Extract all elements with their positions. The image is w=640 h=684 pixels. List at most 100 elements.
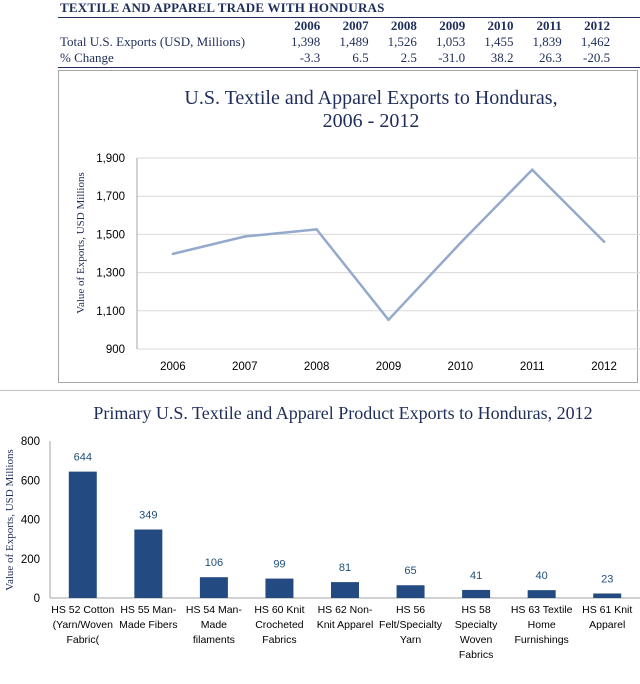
line-chart-point bbox=[243, 235, 247, 238]
line-chart-y-axis-label: Value of Exports, USD Millions bbox=[75, 172, 87, 313]
table-header-row: 2006 2007 2008 2009 2010 2011 2012 bbox=[60, 18, 610, 34]
bar bbox=[593, 593, 622, 598]
table-cell: 1,398 bbox=[291, 34, 321, 49]
table-top-rule bbox=[58, 17, 640, 18]
table-cell: 1,489 bbox=[339, 34, 369, 49]
bar-chart-y-tick-label: 800 bbox=[21, 436, 40, 448]
line-chart-series-line bbox=[172, 168, 605, 322]
bar-data-label: 23 bbox=[601, 573, 613, 585]
year-header: 2007 bbox=[342, 18, 369, 33]
table-cell: 1,462 bbox=[580, 34, 611, 49]
bar-category-label: HS 62 Non- Knit Apparel bbox=[317, 604, 374, 631]
bar bbox=[68, 471, 97, 598]
bar-category-label: HS 52 Cotton (Yarn/Woven Fabric( bbox=[51, 604, 114, 646]
year-header: 2009 bbox=[439, 18, 466, 33]
table-cell: 2.5 bbox=[400, 50, 417, 65]
bar-category-label-line: (Yarn/Woven bbox=[53, 619, 113, 631]
trade-table: 2006 2007 2008 2009 2010 2011 2012 Total… bbox=[60, 18, 610, 66]
bar-category-label: HS 63 Textile Home Furnishings bbox=[511, 604, 573, 646]
row-label: % Change bbox=[60, 50, 114, 65]
bar-category-label-line: Made bbox=[201, 619, 227, 631]
bar-category-label: HS 54 Man- Made filaments bbox=[186, 604, 243, 646]
line-chart-x-tick-label: 2011 bbox=[520, 361, 545, 373]
year-header: 2008 bbox=[390, 18, 417, 33]
line-chart-point bbox=[387, 318, 390, 322]
bar-data-label: 65 bbox=[404, 565, 416, 577]
bar-category-label-line: HS 62 Non- bbox=[318, 604, 373, 616]
bar-chart-y-tick-label: 600 bbox=[21, 475, 40, 487]
line-chart-point bbox=[530, 168, 534, 171]
bar-category-label-line: Specialty bbox=[455, 619, 498, 631]
bar-chart-y-axis-label: Value of Exports, USD Millions bbox=[4, 449, 16, 590]
bar-category-label-line: HS 61 Knit bbox=[582, 604, 632, 616]
table-cell: 6.5 bbox=[352, 50, 369, 65]
bar-data-label: 41 bbox=[470, 570, 482, 582]
bar-category-label: HS 56 Felt/Specialty Yarn bbox=[379, 604, 443, 646]
bar-category-label-line: Yarn bbox=[400, 634, 422, 646]
line-chart-point bbox=[171, 252, 175, 256]
bar-category-label-line: Knit Apparel bbox=[317, 619, 374, 631]
table-cell: 26.3 bbox=[539, 50, 562, 65]
bar-category-label: HS 60 Knit Crocheted Fabrics bbox=[254, 604, 304, 646]
bar-category-label-line: HS 52 Cotton bbox=[51, 604, 114, 616]
table-cell: 1,526 bbox=[387, 34, 417, 49]
line-chart-y-tick-label: 1,100 bbox=[96, 306, 125, 318]
bar-category-label-line: HS 54 Man- bbox=[186, 604, 243, 616]
bar-category-label: HS 58 Specialty Woven Fabrics bbox=[455, 604, 498, 661]
year-header: 2012 bbox=[584, 18, 611, 33]
bar bbox=[462, 589, 491, 598]
bar-data-label: 349 bbox=[139, 510, 157, 522]
bar-category-label-line: Crocheted bbox=[255, 619, 304, 631]
table-row: Total U.S. Exports (USD, Millions) 1,398… bbox=[60, 34, 610, 50]
table-cell: -20.5 bbox=[582, 50, 611, 65]
bar-category-label-line: Made Fibers bbox=[119, 619, 177, 631]
bar-chart-title: Primary U.S. Textile and Apparel Product… bbox=[93, 403, 592, 423]
table-row: % Change -3.3 6.5 2.5 -31.0 38.2 26.3 -2… bbox=[60, 50, 610, 66]
line-chart-y-tick-label: 1,500 bbox=[96, 229, 125, 241]
line-chart-title: U.S. Textile and Apparel Exports to Hond… bbox=[184, 87, 557, 109]
table-cell: 38.2 bbox=[490, 50, 514, 65]
bar bbox=[265, 578, 294, 598]
row-label: Total U.S. Exports (USD, Millions) bbox=[60, 34, 246, 49]
table-cell: 1,455 bbox=[484, 34, 514, 49]
table-title: TEXTILE AND APPAREL TRADE WITH HONDURAS bbox=[60, 0, 385, 15]
bar bbox=[527, 590, 556, 598]
bar-category-label-line: Apparel bbox=[589, 619, 625, 631]
line-chart-point bbox=[459, 241, 462, 245]
line-chart-x-tick-label: 2010 bbox=[448, 361, 474, 373]
bar-chart-y-tick-label: 200 bbox=[21, 554, 40, 566]
line-chart-title-line2: 2006 - 2012 bbox=[323, 110, 420, 132]
bar bbox=[199, 577, 228, 598]
bar-data-label: 99 bbox=[273, 559, 285, 571]
bar-data-label: 106 bbox=[205, 557, 223, 569]
line-chart-point bbox=[315, 228, 318, 231]
bar bbox=[396, 585, 425, 598]
year-header: 2011 bbox=[536, 18, 562, 33]
table-cell: -31.0 bbox=[438, 50, 466, 65]
bar bbox=[134, 529, 163, 598]
line-chart-y-tick-label: 1,700 bbox=[96, 191, 125, 203]
line-chart-y-tick-label: 900 bbox=[106, 344, 125, 356]
bar-category-label-line: HS 55 Man- bbox=[120, 604, 177, 616]
bar-category-label-line: HS 56 bbox=[396, 604, 425, 616]
year-header: 2006 bbox=[294, 18, 321, 33]
table-cell: 1,053 bbox=[435, 34, 466, 49]
line-chart-frame bbox=[58, 70, 638, 383]
bar-data-label: 40 bbox=[536, 570, 548, 582]
bar-data-label: 81 bbox=[339, 562, 351, 574]
table-cell: -3.3 bbox=[299, 50, 321, 65]
line-chart-x-tick-label: 2007 bbox=[232, 361, 258, 373]
bar-data-label: 644 bbox=[74, 452, 92, 464]
table-cell: 1,839 bbox=[532, 34, 562, 49]
bar-category-label-line: Fabrics bbox=[459, 649, 493, 661]
line-chart: U.S. Textile and Apparel Exports to Hond… bbox=[75, 87, 640, 373]
line-chart-y-tick-label: 1,900 bbox=[96, 153, 125, 165]
bar-category-label-line: Woven bbox=[460, 634, 493, 646]
bar-category-label-line: Felt/Specialty bbox=[379, 619, 443, 631]
line-chart-x-tick-label: 2006 bbox=[160, 361, 186, 373]
bar-category-label-line: Furnishings bbox=[515, 634, 569, 646]
line-chart-x-tick-label: 2012 bbox=[591, 361, 617, 373]
bar-category-label-line: HS 58 bbox=[462, 604, 491, 616]
section-divider bbox=[0, 390, 640, 391]
